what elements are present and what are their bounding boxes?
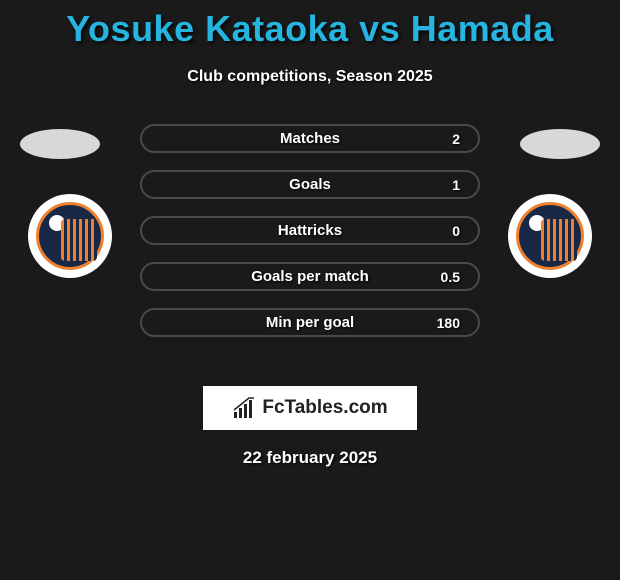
club-logo-right-stripes-icon — [541, 219, 577, 261]
stat-rows: Matches 2 Goals 1 Hattricks 0 Goals per … — [140, 124, 480, 337]
club-logo-left-inner — [36, 202, 104, 270]
club-logo-left-stripes-icon — [61, 219, 97, 261]
player-right-badge — [520, 129, 600, 159]
club-logo-right — [508, 194, 592, 278]
stat-value-right: 180 — [437, 315, 460, 331]
comparison-title: Yosuke Kataoka vs Hamada — [0, 0, 620, 50]
stat-value-right: 0.5 — [441, 269, 460, 285]
brand-box[interactable]: FcTables.com — [203, 386, 417, 430]
stat-label: Min per goal — [266, 314, 354, 331]
stat-label: Hattricks — [278, 222, 342, 239]
stat-value-right: 1 — [452, 177, 460, 193]
stat-row: Hattricks 0 — [140, 216, 480, 245]
comparison-content: Matches 2 Goals 1 Hattricks 0 Goals per … — [0, 124, 620, 364]
chart-icon — [232, 396, 256, 420]
stat-label: Goals — [289, 176, 331, 193]
stat-label: Goals per match — [251, 268, 369, 285]
club-logo-left — [28, 194, 112, 278]
player-left-badge — [20, 129, 100, 159]
stat-label: Matches — [280, 130, 340, 147]
stat-value-right: 2 — [452, 131, 460, 147]
stat-row: Goals per match 0.5 — [140, 262, 480, 291]
stat-row: Min per goal 180 — [140, 308, 480, 337]
stat-row: Matches 2 — [140, 124, 480, 153]
stat-row: Goals 1 — [140, 170, 480, 199]
brand-text: FcTables.com — [262, 397, 387, 419]
stat-value-right: 0 — [452, 223, 460, 239]
comparison-date: 22 february 2025 — [0, 448, 620, 468]
club-logo-right-inner — [516, 202, 584, 270]
comparison-subtitle: Club competitions, Season 2025 — [0, 68, 620, 86]
